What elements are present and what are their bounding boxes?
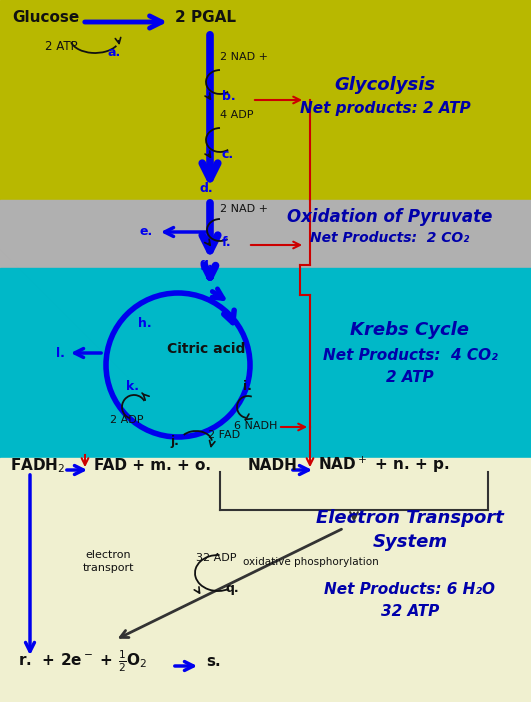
Text: Citric acid: Citric acid [167, 342, 245, 356]
Text: s.: s. [206, 654, 220, 669]
Text: Krebs Cycle: Krebs Cycle [350, 321, 469, 339]
Text: FAD + m. + o.: FAD + m. + o. [94, 458, 211, 473]
Text: NADH: NADH [248, 458, 298, 473]
Text: k.: k. [126, 380, 139, 393]
Text: oxidative phosphorylation: oxidative phosphorylation [243, 557, 379, 567]
Bar [0, 458, 531, 702]
Text: a.: a. [108, 46, 121, 59]
Text: 2 NAD +: 2 NAD + [220, 52, 268, 62]
Bar [0, 268, 531, 458]
Text: b.: b. [222, 90, 236, 103]
Text: Net products: 2 ATP: Net products: 2 ATP [299, 100, 470, 116]
Text: 32 ATP: 32 ATP [381, 604, 439, 619]
Text: h.: h. [138, 317, 152, 330]
Text: 32 ADP: 32 ADP [196, 553, 236, 563]
Text: 4 ADP: 4 ADP [220, 110, 253, 120]
Text: NAD$^+$ + n. + p.: NAD$^+$ + n. + p. [318, 455, 449, 475]
Text: g.: g. [200, 257, 213, 270]
Text: Oxidation of Pyruvate: Oxidation of Pyruvate [287, 208, 493, 226]
Text: 6 NADH: 6 NADH [234, 421, 277, 431]
Text: 2 PGAL: 2 PGAL [175, 10, 236, 25]
Text: transport: transport [82, 563, 134, 573]
Text: Electron Transport
System: Electron Transport System [316, 509, 504, 551]
Text: 2 ADP: 2 ADP [110, 415, 143, 425]
Text: 2 FAD: 2 FAD [208, 430, 240, 440]
Text: FADH$_2$: FADH$_2$ [10, 456, 65, 475]
Text: 2 ATP: 2 ATP [386, 371, 434, 385]
Text: electron: electron [85, 550, 131, 560]
Text: Net Products:  4 CO₂: Net Products: 4 CO₂ [323, 347, 498, 362]
Text: 2 ATP: 2 ATP [45, 40, 78, 53]
Text: j.: j. [170, 435, 179, 448]
Text: i.: i. [243, 380, 252, 393]
Text: Net Products:  2 CO₂: Net Products: 2 CO₂ [311, 231, 469, 245]
Bar [0, 0, 531, 200]
Text: f.: f. [222, 236, 232, 249]
Text: c.: c. [222, 148, 234, 161]
Text: r.  + 2e$^-$ + $\frac{1}{2}$O$_2$: r. + 2e$^-$ + $\frac{1}{2}$O$_2$ [18, 649, 148, 675]
Bar [0, 200, 531, 268]
Text: e.: e. [140, 225, 153, 238]
Text: Glycolysis: Glycolysis [335, 76, 435, 94]
Text: Glucose: Glucose [12, 10, 79, 25]
Text: d.: d. [200, 182, 213, 195]
Text: l.: l. [56, 347, 65, 360]
Text: 2 NAD +: 2 NAD + [220, 204, 268, 214]
Text: q.: q. [225, 582, 238, 595]
Text: Net Products: 6 H₂O: Net Products: 6 H₂O [324, 583, 495, 597]
